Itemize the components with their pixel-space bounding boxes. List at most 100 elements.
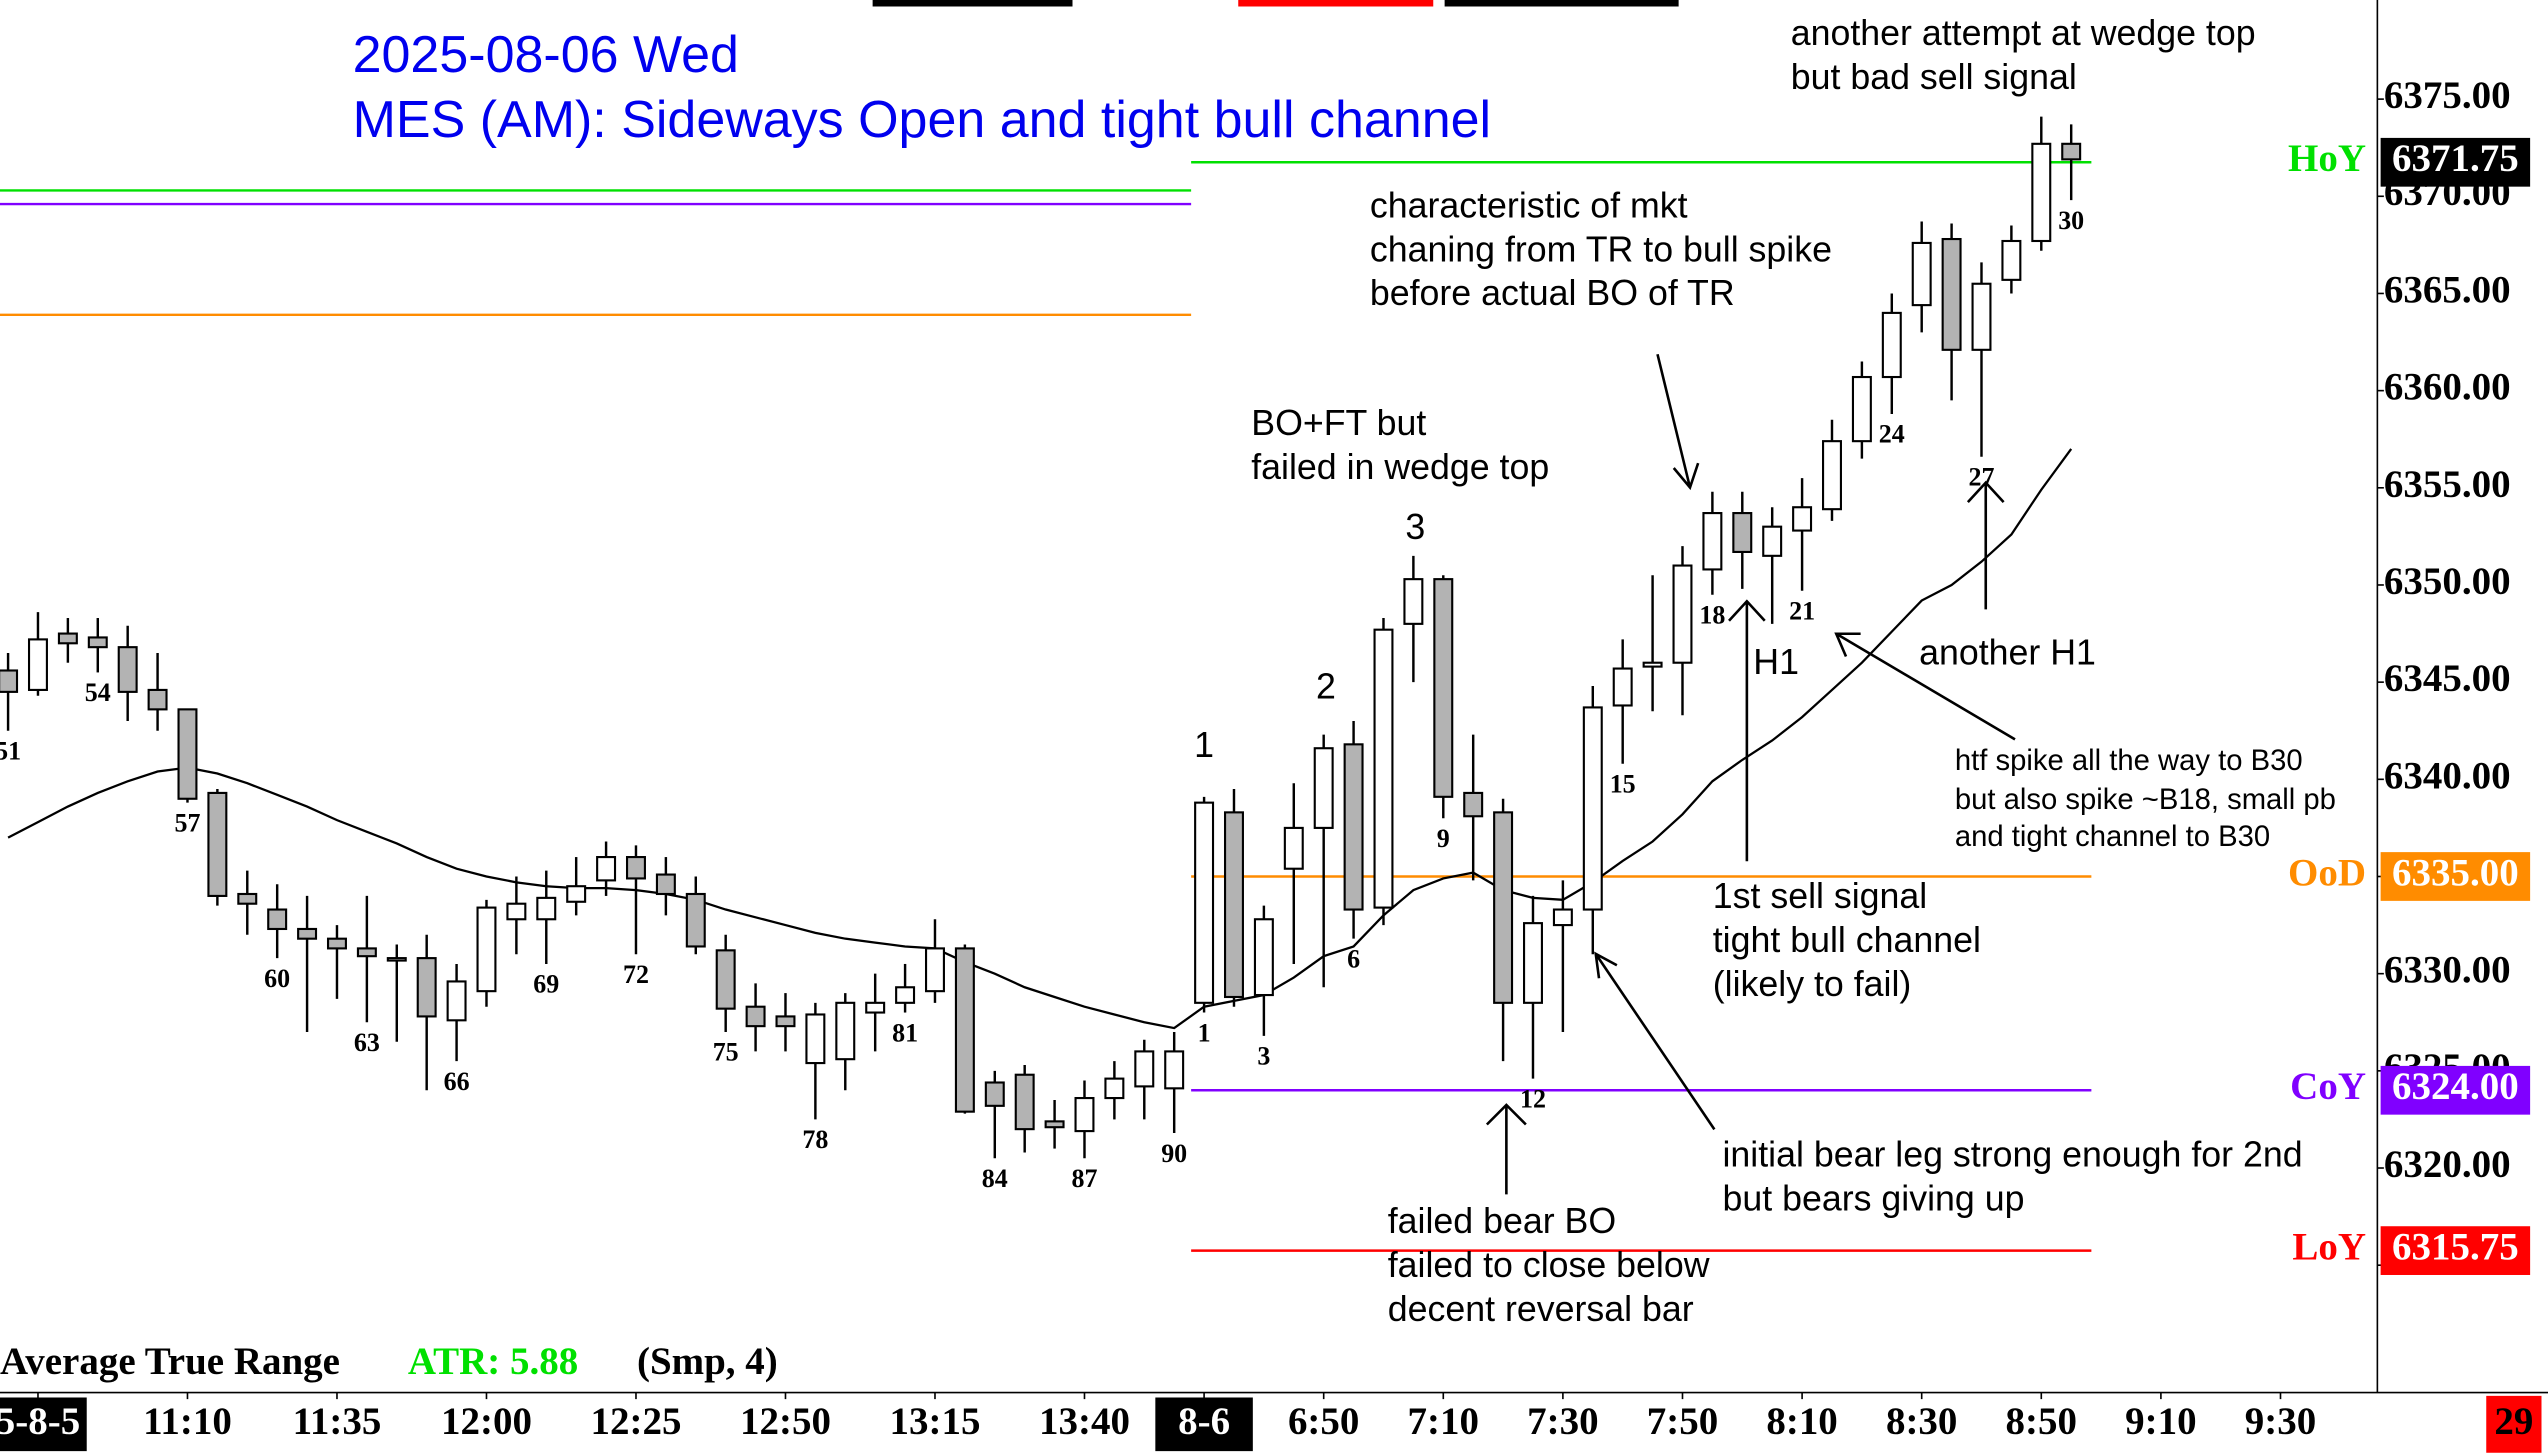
- y-tick-label: 6350.00: [2384, 560, 2511, 603]
- candle-body: [117, 646, 138, 693]
- level-badge: [2380, 852, 2531, 901]
- candle-body: [954, 947, 975, 1113]
- arrow: [1834, 632, 2016, 741]
- candle-body: [27, 638, 48, 691]
- y-tick-label: 6365.00: [2384, 268, 2511, 311]
- bar-label: 84: [982, 1164, 1008, 1193]
- annotation: 3: [1405, 507, 1425, 547]
- candle-body: [596, 856, 617, 882]
- annotation: failed in wedge top: [1251, 447, 1549, 487]
- toolbar-fragment: [872, 0, 1073, 7]
- x-tick-label: 8:30: [1886, 1400, 1957, 1443]
- candle-body: [1283, 826, 1304, 870]
- candle-body: [446, 980, 467, 1022]
- indicator-params: (Smp, 4): [637, 1340, 778, 1383]
- x-tick-label: 9:10: [2125, 1400, 2196, 1443]
- candle-body: [685, 892, 706, 948]
- level-badge-label: 6315.75: [2392, 1226, 2519, 1269]
- candle-body: [0, 669, 19, 693]
- candle-body: [1433, 578, 1454, 798]
- arrow: [1656, 353, 1700, 491]
- countdown: 29: [2494, 1400, 2533, 1443]
- y-tick-label: 6320.00: [2384, 1143, 2511, 1186]
- candle-body: [1911, 241, 1932, 307]
- candle-body: [895, 986, 916, 1004]
- candle-body: [1253, 918, 1274, 997]
- arrows: [1485, 353, 2016, 1195]
- x-tick-label: 12:25: [591, 1400, 682, 1443]
- bar-label: 18: [1699, 600, 1725, 629]
- annotation: tight bull channel: [1713, 920, 1981, 960]
- candle-body: [476, 906, 497, 993]
- bar-label: 57: [174, 808, 200, 837]
- candle-body: [1343, 743, 1364, 911]
- level-name: CoY: [2290, 1065, 2366, 1108]
- candle-body: [506, 902, 527, 921]
- bar-label: 75: [713, 1038, 739, 1067]
- ema-line: [7, 448, 2073, 1030]
- bar-label: 9: [1437, 824, 1450, 853]
- countdown-badge: [2486, 1395, 2542, 1453]
- level-name: LoY: [2292, 1226, 2366, 1269]
- annotation: but also spike ~B18, small pb: [1955, 784, 2336, 816]
- bar-label: 66: [444, 1067, 470, 1096]
- indicator-value: ATR: 5.88: [408, 1340, 578, 1383]
- y-tick-label: 6345.00: [2384, 657, 2511, 700]
- level-badge: [2380, 1065, 2531, 1115]
- candle-body: [2031, 142, 2052, 243]
- annotation: another H1: [1919, 632, 2096, 672]
- candle-body: [1014, 1073, 1035, 1131]
- x-tick-label: 7:50: [1647, 1400, 1718, 1443]
- x-tick-label: 9:30: [2245, 1400, 2316, 1443]
- candle-body: [1134, 1050, 1155, 1088]
- y-tick-label: 6375.00: [2384, 74, 2511, 117]
- annotation: but bad sell signal: [1791, 57, 2077, 97]
- candle-body: [835, 1001, 856, 1061]
- annotation: another attempt at wedge top: [1791, 13, 2256, 53]
- bar-label: 12: [1520, 1084, 1546, 1113]
- candle-body: [1522, 922, 1543, 1004]
- candle-body: [1223, 811, 1244, 999]
- candle-body: [177, 708, 198, 800]
- bar-label: 69: [533, 970, 559, 999]
- candle-body: [566, 885, 587, 903]
- chart-subtitle: MES (AM): Sideways Open and tight bull c…: [353, 91, 1491, 149]
- annotation: initial bear leg strong enough for 2nd: [1722, 1134, 2302, 1174]
- bar-label: 72: [623, 960, 649, 989]
- bar-label: 51: [0, 736, 21, 765]
- bar-label: 30: [2058, 206, 2084, 235]
- annotation: 1: [1194, 725, 1214, 765]
- level-badge: [2380, 1226, 2531, 1275]
- chart-title: 2025-08-06 Wed: [353, 26, 739, 84]
- candle-body: [87, 636, 108, 649]
- candle-body: [625, 856, 646, 880]
- toolbar-fragment: [1238, 0, 1434, 7]
- candle-body: [1493, 811, 1514, 1004]
- candle-body: [775, 1015, 796, 1028]
- candle-body: [326, 937, 347, 950]
- x-tick-label: 8:50: [2006, 1400, 2077, 1443]
- annotation: htf spike all the way to B30: [1955, 745, 2303, 777]
- candle-body: [1194, 801, 1215, 1004]
- bar-label: 78: [802, 1125, 828, 1154]
- bar-label: 3: [1257, 1042, 1270, 1071]
- x-tick-label: 8:10: [1766, 1400, 1837, 1443]
- bar-label: 1: [1198, 1018, 1211, 1047]
- candle-body: [865, 1001, 886, 1014]
- x-tick-label: 13:40: [1039, 1400, 1130, 1443]
- candle-body: [1552, 908, 1573, 927]
- candle-body: [655, 873, 676, 896]
- x-tick-label: 12:50: [740, 1400, 831, 1443]
- candle-body: [267, 908, 288, 931]
- candle-body: [356, 947, 377, 958]
- level-name: OoD: [2288, 851, 2366, 894]
- bar-label: 87: [1071, 1164, 1097, 1193]
- bar-label: 63: [354, 1028, 380, 1057]
- level-badge: [2380, 137, 2531, 187]
- level-badge-label: 6371.75: [2392, 137, 2519, 180]
- candle-body: [1851, 375, 1872, 443]
- candle-body: [57, 632, 78, 645]
- candle-body: [924, 947, 945, 993]
